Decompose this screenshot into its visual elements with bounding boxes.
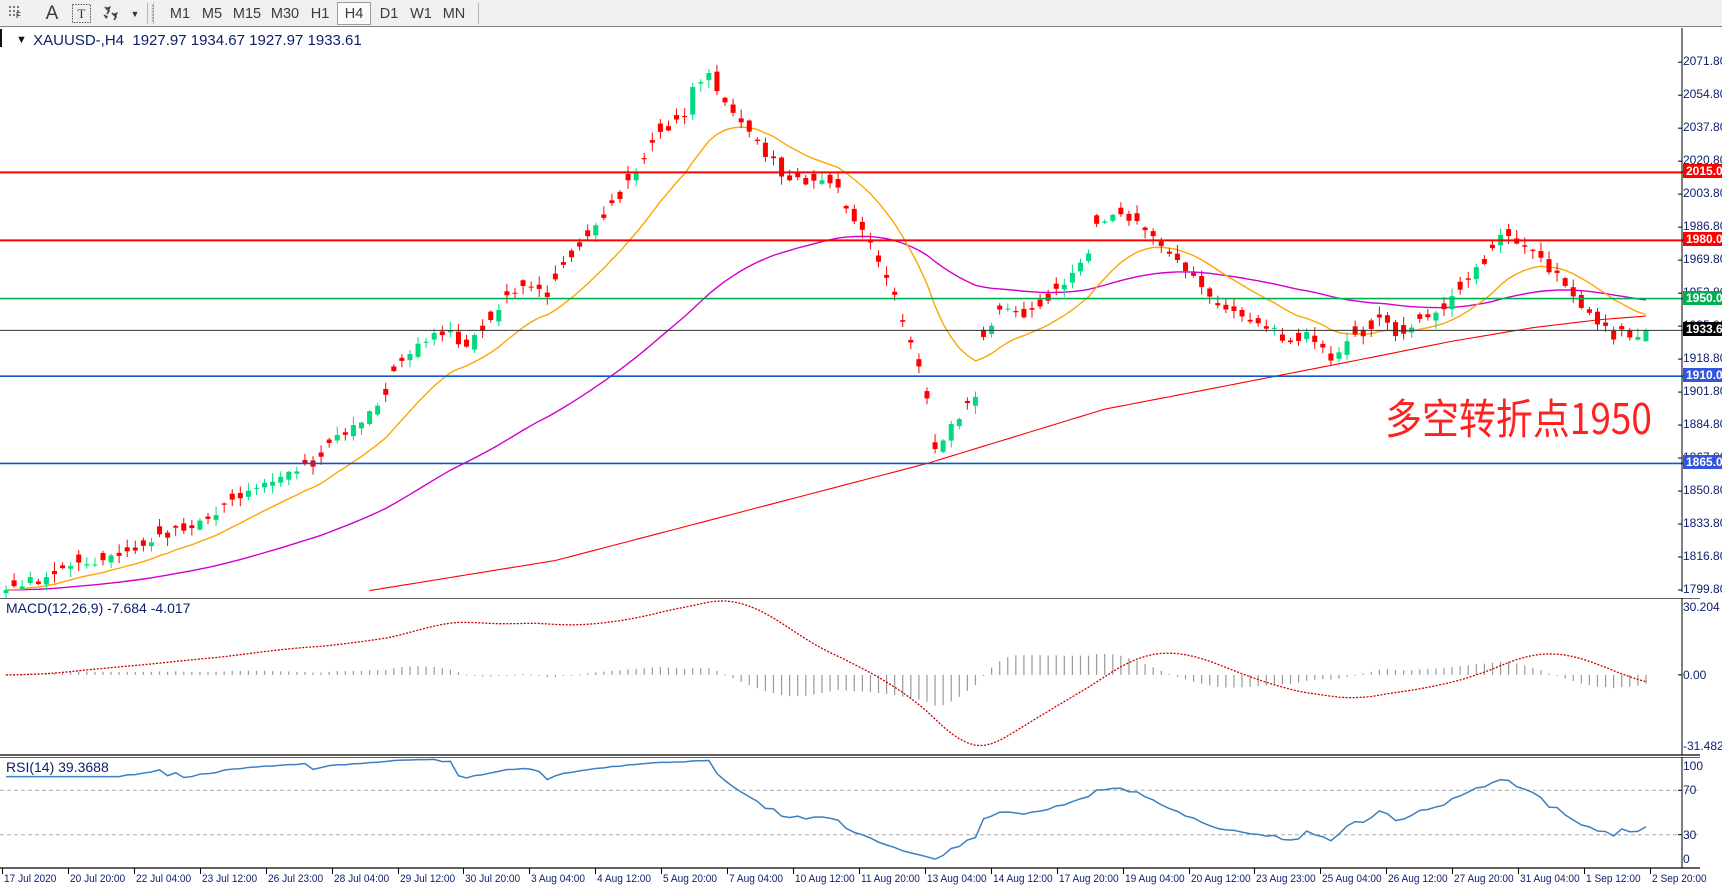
- svg-text:T: T: [77, 6, 85, 21]
